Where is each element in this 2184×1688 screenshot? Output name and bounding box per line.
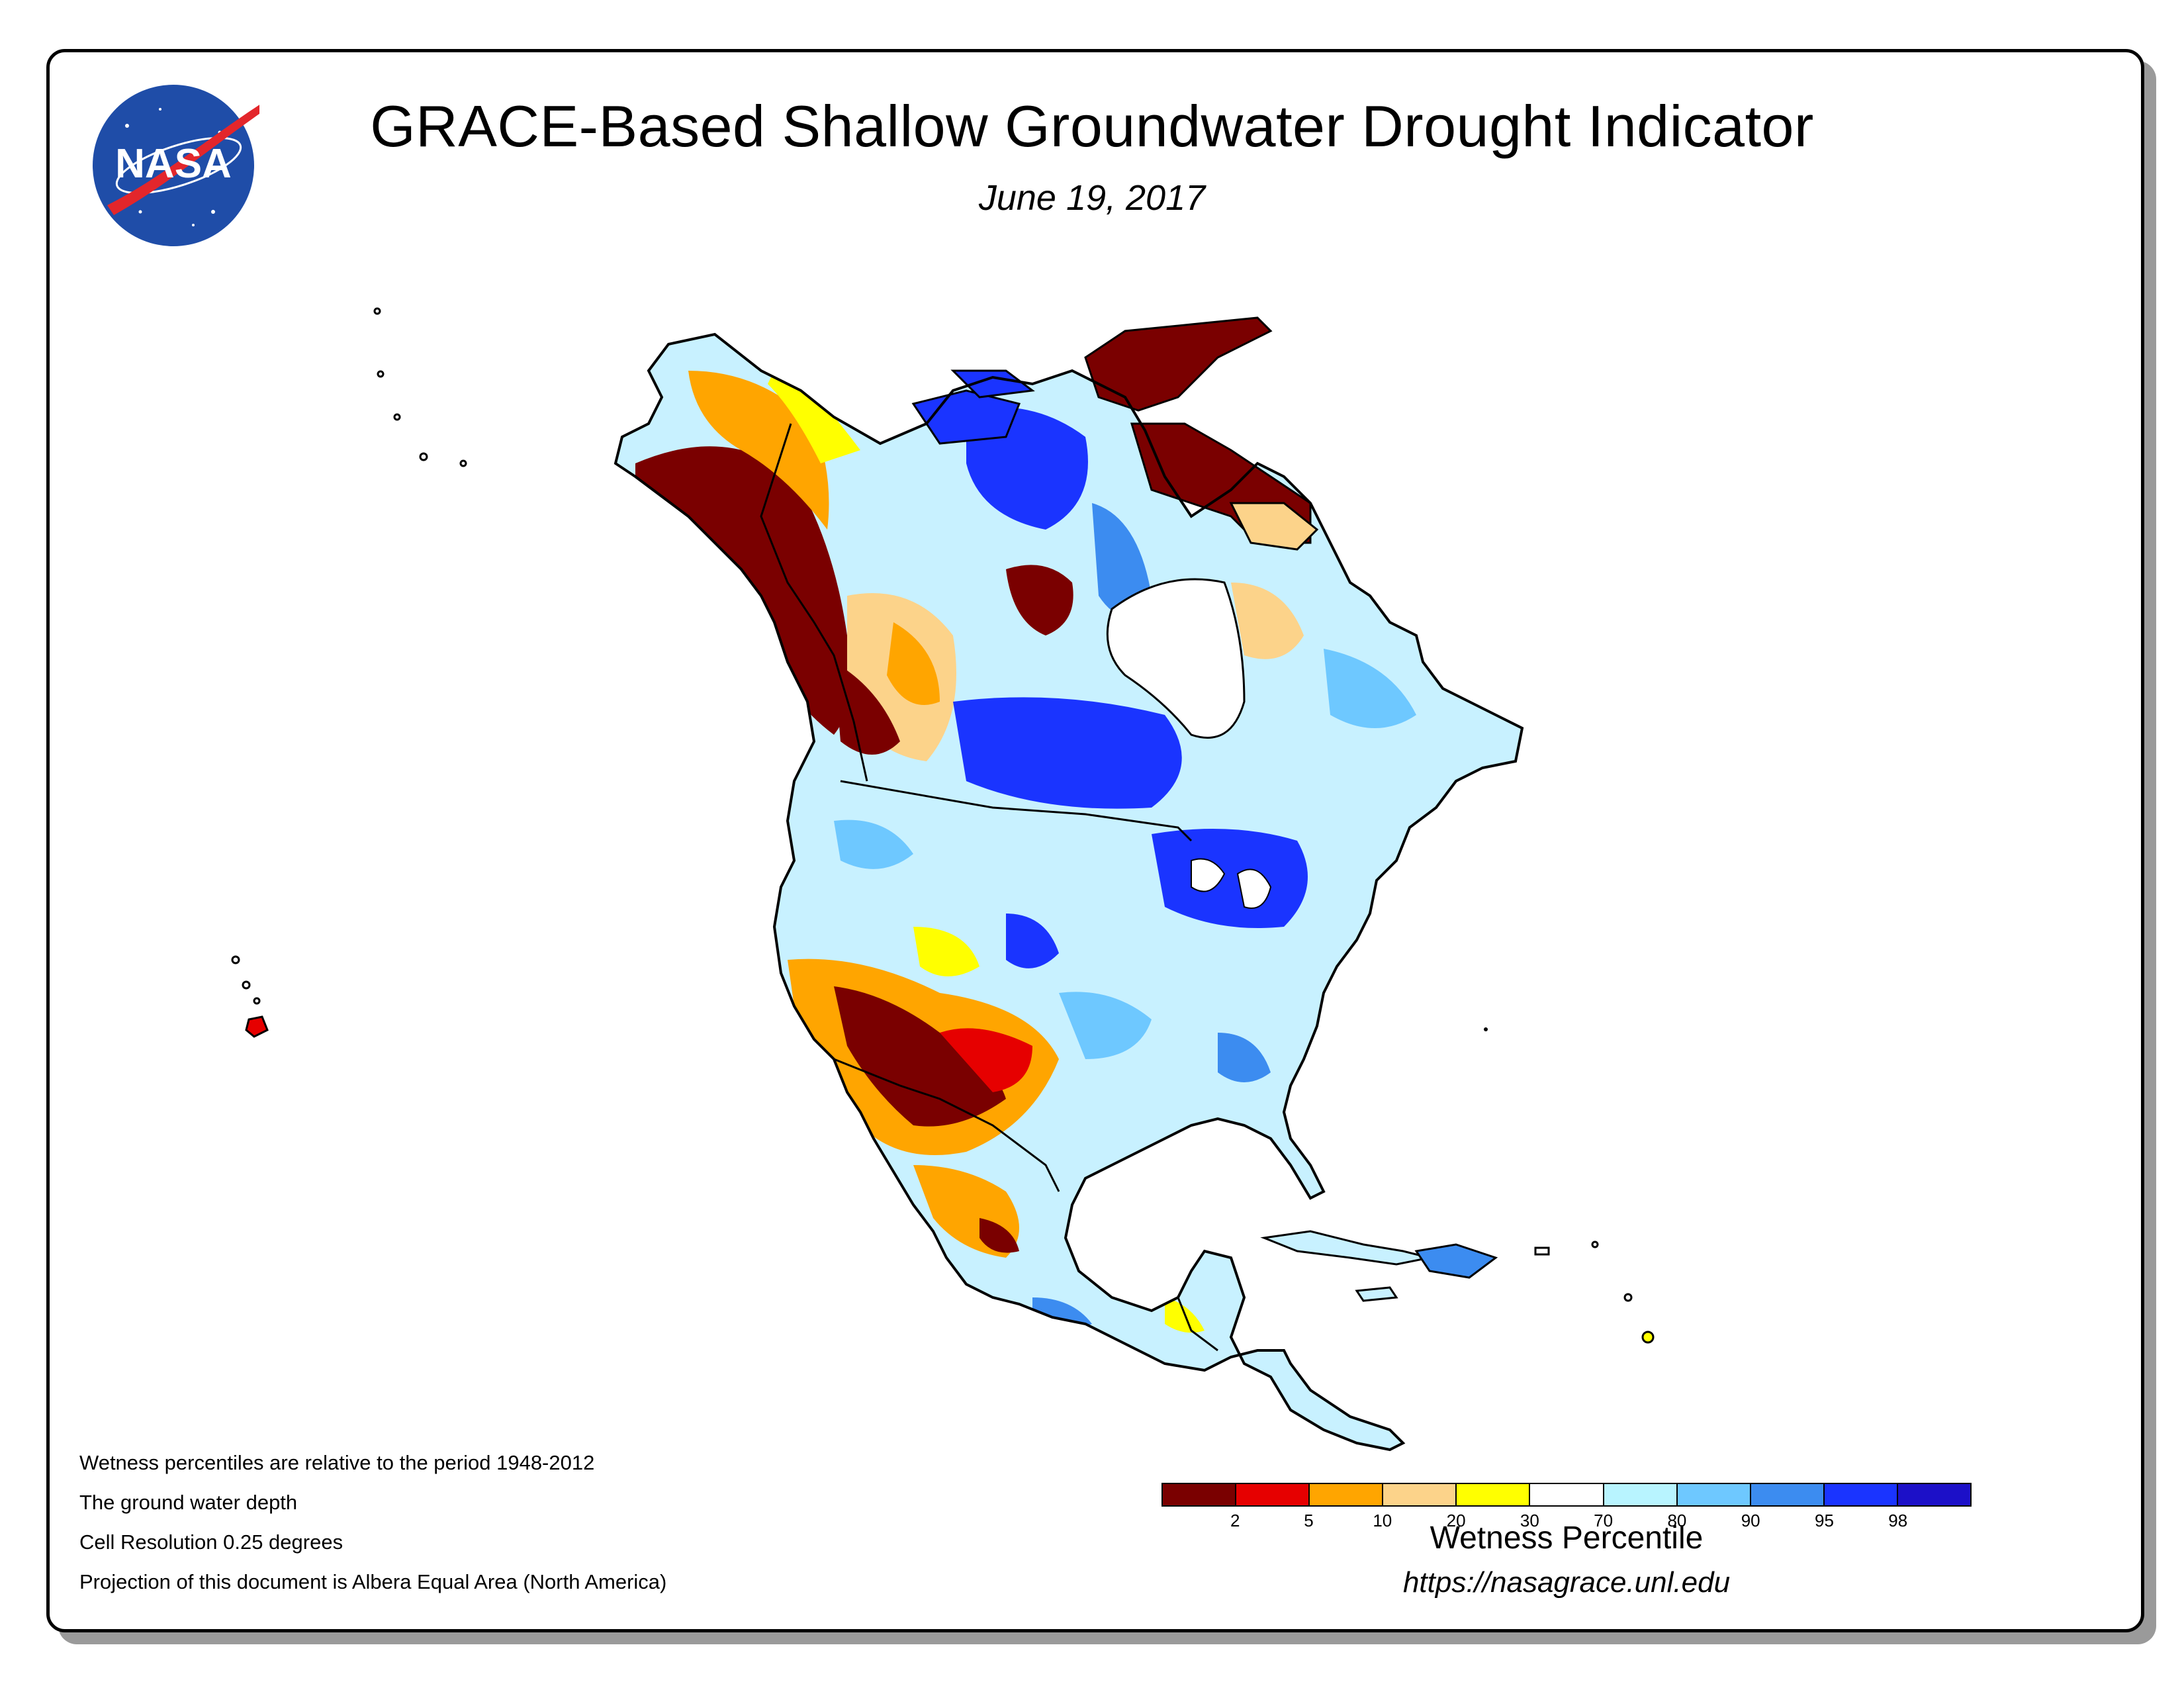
legend-title: Wetness Percentile [1430, 1521, 1704, 1556]
legend-ticks: 2 5 10 20 30 70 80 90 95 98 [1161, 1507, 1972, 1532]
legend-color-bar [1161, 1483, 1972, 1507]
legend-tick-label: 2 [1230, 1511, 1240, 1530]
wetness-legend: 2 5 10 20 30 70 80 90 95 98 [1161, 1483, 1972, 1532]
legend-swatch [1163, 1484, 1237, 1505]
nasa-logo-text: NASA [115, 141, 232, 187]
legend-tick-label: 90 [1741, 1511, 1760, 1530]
legend-swatch [1530, 1484, 1604, 1505]
note-resolution: Cell Resolution 0.25 degrees [79, 1530, 343, 1554]
legend-tick-label: 10 [1373, 1511, 1392, 1530]
legend-swatch [1383, 1484, 1457, 1505]
note-depth: The ground water depth [79, 1491, 298, 1514]
source-url: https://nasagrace.unl.edu [1402, 1566, 1731, 1599]
legend-swatch [1751, 1484, 1825, 1505]
legend-tick-label: 20 [1446, 1511, 1466, 1530]
legend-swatch [1310, 1484, 1384, 1505]
legend-swatch [1457, 1484, 1531, 1505]
legend-tick-label: 80 [1667, 1511, 1687, 1530]
legend-swatch [1604, 1484, 1678, 1505]
legend-swatch [1824, 1484, 1898, 1505]
legend-swatch [1677, 1484, 1751, 1505]
legend-tick-label: 5 [1304, 1511, 1314, 1530]
map-title: GRACE-Based Shallow Groundwater Drought … [370, 93, 1814, 159]
nasa-logo: NASA [93, 85, 259, 246]
legend-tick-label: 98 [1888, 1511, 1908, 1530]
legend-tick-label: 70 [1594, 1511, 1614, 1530]
map-notes: Wetness percentiles are relative to the … [79, 1443, 666, 1602]
note-projection: Projection of this document is Albera Eq… [79, 1570, 667, 1593]
legend-swatch [1897, 1484, 1971, 1505]
legend-swatch [1236, 1484, 1310, 1505]
legend-tick-label: 30 [1520, 1511, 1539, 1530]
legend-tick-label: 95 [1814, 1511, 1834, 1530]
note-period: Wetness percentiles are relative to the … [79, 1451, 595, 1474]
map-date: June 19, 2017 [978, 178, 1206, 218]
